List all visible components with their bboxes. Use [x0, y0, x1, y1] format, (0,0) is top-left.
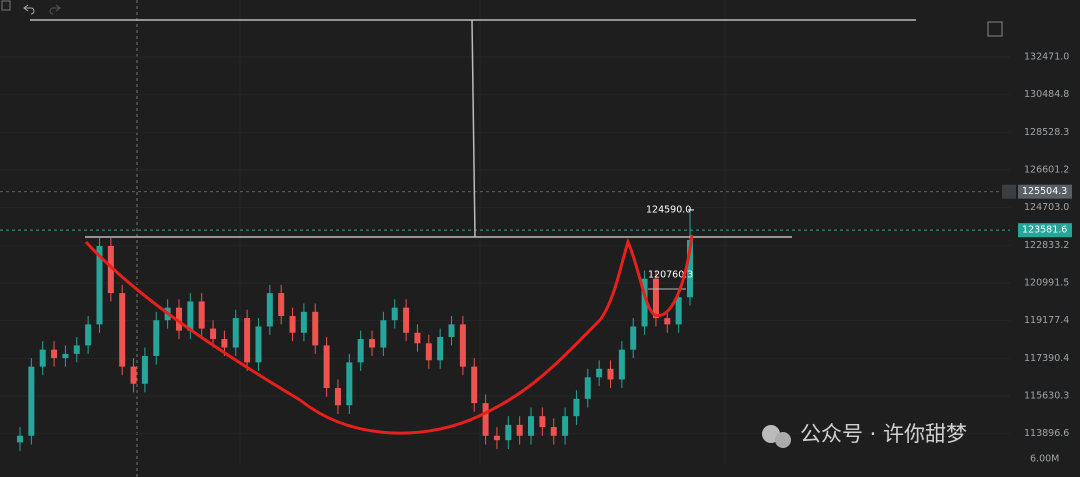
- fullscreen-button[interactable]: [987, 21, 1003, 37]
- candle-body: [96, 245, 103, 325]
- y-tick-label: 132471.0: [1024, 51, 1069, 62]
- cup-handle-curve: [84, 234, 694, 435]
- annotation: 120760.3: [648, 269, 693, 280]
- wechat-icon: [775, 432, 791, 448]
- candle-body: [596, 368, 603, 378]
- price-label-bg: [1018, 223, 1072, 238]
- candle-body: [516, 424, 523, 436]
- candle-body: [505, 424, 512, 441]
- candle-body: [289, 316, 296, 333]
- candle-body: [618, 349, 625, 380]
- candle-body: [278, 293, 285, 317]
- candle-body: [198, 301, 205, 329]
- candle-body: [664, 318, 671, 325]
- candle-body: [562, 416, 569, 436]
- y-tick-label: 113896.6: [1024, 428, 1069, 439]
- price-label: 123581.6: [1022, 225, 1067, 236]
- candle-body: [334, 388, 341, 406]
- candle-body: [357, 339, 364, 363]
- candle-body: [73, 345, 80, 354]
- axis: 132471.0 130484.8 128528.3 126601.2 124703.0…: [1002, 51, 1072, 439]
- drawings: [30, 19, 916, 435]
- candle-body: [244, 318, 251, 363]
- candle-body: [51, 349, 58, 359]
- candle-body: [687, 239, 693, 298]
- watermark-text: 公众号 · 许你甜梦: [800, 422, 967, 446]
- candle-body: [85, 324, 92, 346]
- candle-body: [130, 366, 137, 384]
- y-tick-label: 126601.2: [1024, 164, 1069, 175]
- candle-body: [39, 349, 46, 367]
- candle-body: [300, 311, 307, 333]
- candle-body: [187, 301, 194, 331]
- plot: 124590.0 120760.3: [0, 56, 1010, 452]
- y-tick-label: 117390.4: [1024, 353, 1069, 364]
- annotation: 124590.0: [646, 204, 691, 215]
- undo-button[interactable]: [23, 4, 35, 15]
- candle-body: [266, 293, 273, 327]
- candle-body: [539, 416, 546, 428]
- candle-body: [403, 307, 410, 333]
- candle-body: [448, 324, 455, 337]
- candle-body: [28, 366, 35, 436]
- candle-body: [232, 318, 239, 348]
- candle-body: [425, 343, 432, 361]
- candle-body: [141, 356, 148, 384]
- candle-body: [652, 278, 659, 319]
- candle-body: [459, 324, 466, 367]
- grid: [136, 0, 726, 477]
- volume-label: 6.00M: [1030, 454, 1059, 465]
- y-tick-label: 130484.8: [1024, 89, 1069, 100]
- candle-body: [107, 245, 114, 294]
- add-button[interactable]: [1002, 184, 1016, 199]
- candle-body: [391, 307, 398, 321]
- y-tick-label: 122833.2: [1024, 240, 1069, 251]
- y-tick-label: 124703.0: [1024, 202, 1069, 213]
- candle-body: [346, 362, 353, 406]
- candle-body: [153, 320, 160, 357]
- redo-button[interactable]: [49, 4, 61, 15]
- toolbar: [1, 0, 61, 15]
- candle-body: [312, 311, 319, 346]
- y-tick-label: 115630.3: [1024, 390, 1069, 401]
- icon-button[interactable]: [1, 0, 11, 11]
- candle-body: [255, 326, 262, 363]
- candle-body: [210, 328, 217, 340]
- candle-body: [630, 326, 637, 350]
- candle-body: [221, 339, 228, 348]
- candle-body: [584, 377, 591, 399]
- candle-body: [17, 435, 23, 443]
- price-label-bg: [1018, 184, 1072, 199]
- candle-body: [493, 435, 500, 441]
- watermark: 公众号 · 许你甜梦: [762, 422, 967, 448]
- candle-body: [323, 345, 330, 389]
- y-tick-label: 119177.4: [1024, 315, 1069, 326]
- candle-body: [369, 339, 376, 348]
- candle-body: [62, 353, 69, 359]
- candle-body: [550, 427, 557, 436]
- price-label: 125504.3: [1022, 186, 1067, 197]
- candle-body: [119, 293, 126, 367]
- candle-body: [471, 366, 478, 404]
- candle-body: [482, 403, 489, 436]
- candle-body: [437, 336, 444, 361]
- candle-body: [175, 307, 182, 331]
- candle-body: [573, 398, 580, 417]
- candle-body: [380, 320, 387, 348]
- y-tick-label: 120991.5: [1024, 277, 1069, 288]
- candle-body: [414, 332, 421, 344]
- candle-body: [641, 278, 648, 327]
- candle-body: [607, 368, 614, 380]
- trend-line: [471, 19, 476, 238]
- y-tick-label: 128528.3: [1024, 127, 1069, 138]
- price-axis: [1010, 0, 1080, 477]
- candle-body: [675, 297, 682, 325]
- candle-body: [528, 416, 535, 436]
